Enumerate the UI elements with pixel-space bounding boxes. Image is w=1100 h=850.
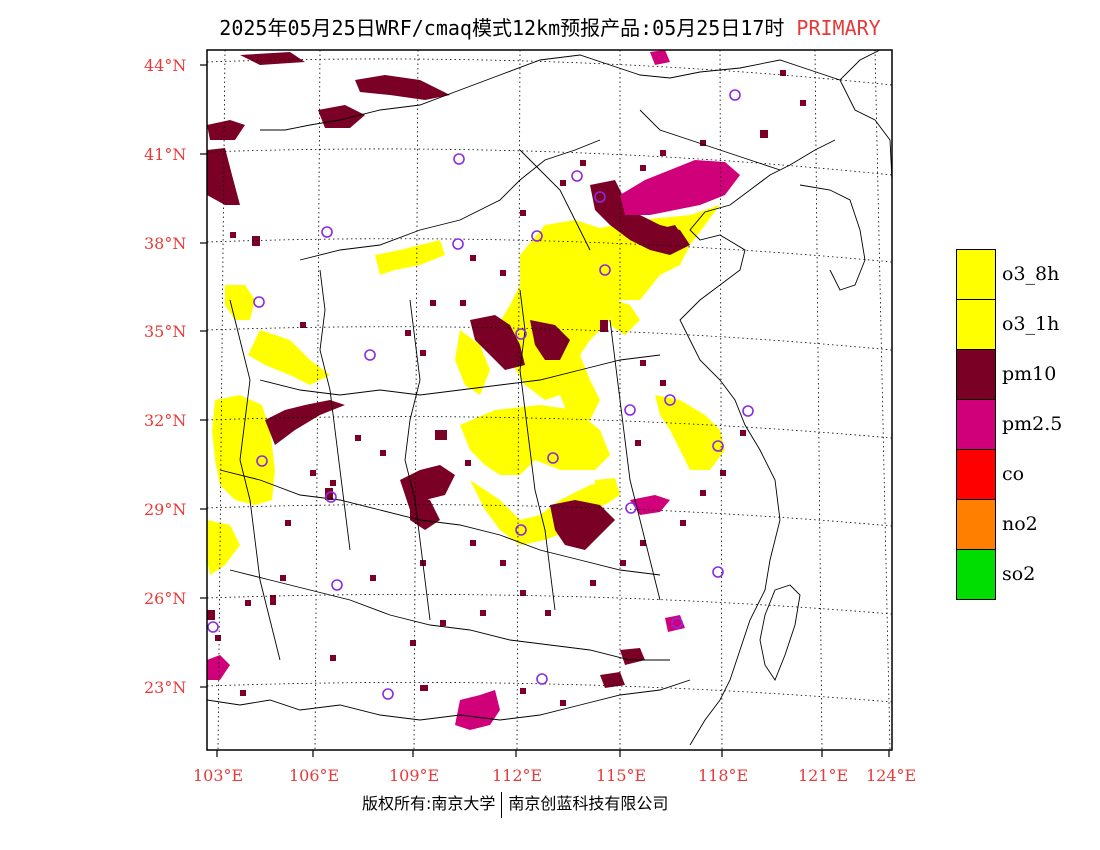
province-lines-2 [259,354,661,396]
legend-label: no2 [1002,513,1038,535]
o3-zone-jiangxi-east [595,478,620,505]
north-border [260,50,881,131]
legend-swatch [956,349,996,400]
pm10-zone-guizhou [410,495,440,530]
lon-label-103: 103°E [193,766,244,785]
o3-zone-hunan-jiangxi [470,480,615,545]
legend-label: o3_8h [1002,263,1060,285]
o3-zone-hubei [460,405,610,475]
boundaries [207,50,892,746]
map-area [207,50,892,750]
pm10-zone-mongolia-west [240,52,305,65]
province-lines-7 [609,319,661,601]
lat-label-41: 41°N [144,145,187,164]
legend-swatch [956,299,996,350]
legend-swatch [956,449,996,500]
o3-zone-shanxi-north [375,240,445,275]
o3-zones [207,205,725,575]
korea-outline [799,184,866,291]
pm10-zone-guangdong [600,672,625,688]
city-stations [207,89,754,700]
province-lines-10 [519,149,591,251]
legend-swatch [956,549,996,600]
pm10-zone-chongqing [265,400,345,445]
taiwan-outline [759,584,801,681]
pm25-zone-guangdong [455,690,500,730]
lat-label-38: 38°N [144,234,187,253]
lon-label-121: 121°E [798,766,849,785]
lon-label-109: 109°E [389,766,440,785]
province-lines-5 [404,299,431,621]
o3-zone-anhui-jiangsu [655,395,725,470]
map-title: 2025年05月25日WRF/cmaq模式12km预报产品:05月25日17时 P… [0,12,1100,41]
pm25-zone-north-border [650,50,670,65]
o3-zone-shaanxi [248,330,330,385]
pm10-zone-inner-mongolia [318,105,365,128]
legend-label: pm10 [1002,363,1057,385]
province-lines-6 [519,289,556,611]
pm10-zone-xinjiang-north [207,120,245,140]
o3-zone-north-china-plain [495,205,720,420]
province-lines-8 [319,269,351,551]
pm10-zone-mongolia-north [355,75,450,100]
legend-label: so2 [1002,563,1036,585]
o3-zone-gansu [225,285,255,320]
lon-label-124: 124°E [866,766,917,785]
pm25-zone-hebei-liaoning [620,160,740,215]
graticule [207,50,892,750]
lon-label-115: 115°E [596,766,647,785]
lat-label-32: 32°N [144,411,187,430]
axis-ticks [200,64,890,757]
pm10-zone-hunan [550,500,615,550]
footer-separator [501,791,503,818]
legend-swatch [956,499,996,550]
coastline [679,139,836,746]
legend-label: o3_1h [1002,313,1060,335]
south-border [207,679,691,721]
o3-zone-shandong [610,300,640,335]
pm10-zone-dalian [655,225,685,245]
lat-label-23: 23°N [144,678,187,697]
lat-label-35: 35°N [144,322,187,341]
lat-label-29: 29°N [144,500,187,519]
province-lines-3 [219,469,661,576]
province-lines-4 [229,569,670,661]
copyright-footer: 版权所有:南京大学 南京创蓝科技有限公司 [362,790,668,818]
legend-label: co [1002,463,1025,485]
pm10-zone-shanxi-south [470,315,525,370]
copyright-right: 南京创蓝科技有限公司 [508,794,669,813]
legend-swatch [956,249,996,300]
pm10-zone-fujian [620,648,645,665]
o3-zone-henan [455,330,490,395]
legend-swatch [956,399,996,450]
lat-label-26: 26°N [144,589,187,608]
copyright-left: 版权所有:南京大学 [362,794,496,813]
lat-label-44: 44°N [144,56,187,75]
o3-zone-sichuan-south [207,520,240,575]
province-lines-11 [639,109,781,171]
legend-label: pm2.5 [1002,413,1063,435]
northeast-border [839,79,892,181]
pm10-zone-henan-west [530,320,570,360]
province-lines-9 [229,299,281,661]
o3-zone-sichuan [212,395,275,505]
lon-label-118: 118°E [698,766,749,785]
lon-label-106: 106°E [289,766,340,785]
map-title-tag: PRIMARY [796,16,881,40]
map-title-main: 2025年05月25日WRF/cmaq模式12km预报产品:05月25日17时 [219,16,785,40]
map-frame [206,49,893,751]
province-lines-1 [299,139,601,261]
lon-label-112: 112°E [492,766,543,785]
